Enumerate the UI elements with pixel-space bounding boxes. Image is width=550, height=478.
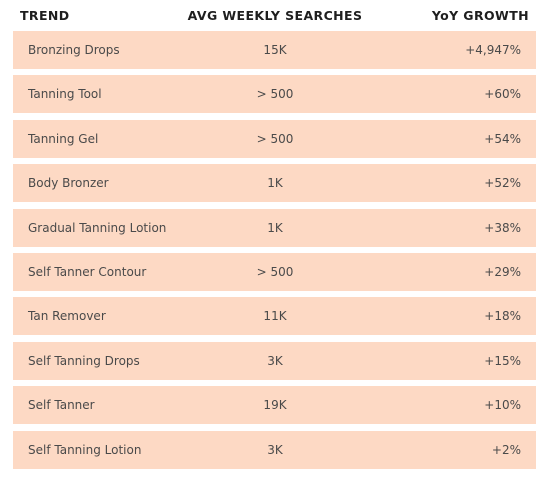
yoy-growth-cell: +10% — [484, 398, 521, 413]
table-row: Bronzing Drops 15K +4,947% — [13, 31, 536, 69]
yoy-growth-cell: +18% — [484, 309, 521, 324]
avg-searches-cell: > 500 — [256, 264, 294, 279]
header-trend: TREND — [20, 8, 70, 23]
table-row: Body Bronzer 1K +52% — [13, 164, 536, 203]
table-row: Tan Remover 11K +18% — [13, 297, 536, 336]
avg-searches-cell: 11K — [263, 309, 287, 324]
trend-cell: Gradual Tanning Lotion — [28, 220, 167, 235]
yoy-growth-cell: +60% — [484, 87, 521, 102]
table-row: Tanning Tool > 500 +60% — [13, 75, 536, 114]
yoy-growth-cell: +2% — [491, 442, 521, 457]
header-avg-weekly-searches: AVG WEEKLY SEARCHES — [187, 8, 363, 23]
trend-cell: Bronzing Drops — [28, 43, 120, 57]
table-row: Tanning Gel > 500 +54% — [13, 119, 536, 158]
table-row: Gradual Tanning Lotion 1K +38% — [13, 208, 536, 247]
yoy-growth-cell: +15% — [484, 353, 521, 368]
yoy-growth-cell: +52% — [484, 176, 521, 191]
trend-cell: Body Bronzer — [28, 176, 109, 191]
header-yoy-growth: YoY GROWTH — [431, 8, 529, 23]
table-row: Self Tanner Contour > 500 +29% — [13, 252, 536, 291]
avg-searches-cell: 1K — [267, 176, 283, 191]
yoy-growth-cell: +4,947% — [465, 43, 521, 57]
avg-searches-cell: 3K — [267, 442, 283, 457]
trend-cell: Tanning Gel — [28, 131, 99, 146]
table-header: TREND AVG WEEKLY SEARCHES YoY GROWTH — [0, 0, 550, 30]
table-row: Self Tanning Lotion 3K +2% — [13, 430, 536, 469]
trend-cell: Self Tanning Lotion — [28, 442, 142, 457]
yoy-growth-cell: +54% — [484, 131, 521, 146]
avg-searches-cell: 3K — [267, 353, 283, 368]
table-body: Bronzing Drops 15K +4,947% Tanning Tool … — [13, 31, 536, 475]
yoy-growth-cell: +38% — [484, 220, 521, 235]
table-row: Self Tanner 19K +10% — [13, 386, 536, 425]
avg-searches-cell: 1K — [267, 220, 283, 235]
avg-searches-cell: > 500 — [256, 87, 294, 102]
trend-cell: Self Tanning Drops — [28, 353, 140, 368]
trend-cell: Self Tanner — [28, 398, 95, 413]
avg-searches-cell: > 500 — [256, 131, 294, 146]
yoy-growth-cell: +29% — [484, 264, 521, 279]
table-row: Self Tanning Drops 3K +15% — [13, 341, 536, 380]
trend-cell: Tan Remover — [28, 309, 106, 324]
avg-searches-cell: 19K — [263, 398, 287, 413]
trend-cell: Self Tanner Contour — [28, 264, 147, 279]
trend-cell: Tanning Tool — [28, 87, 102, 102]
avg-searches-cell: 15K — [263, 43, 287, 57]
